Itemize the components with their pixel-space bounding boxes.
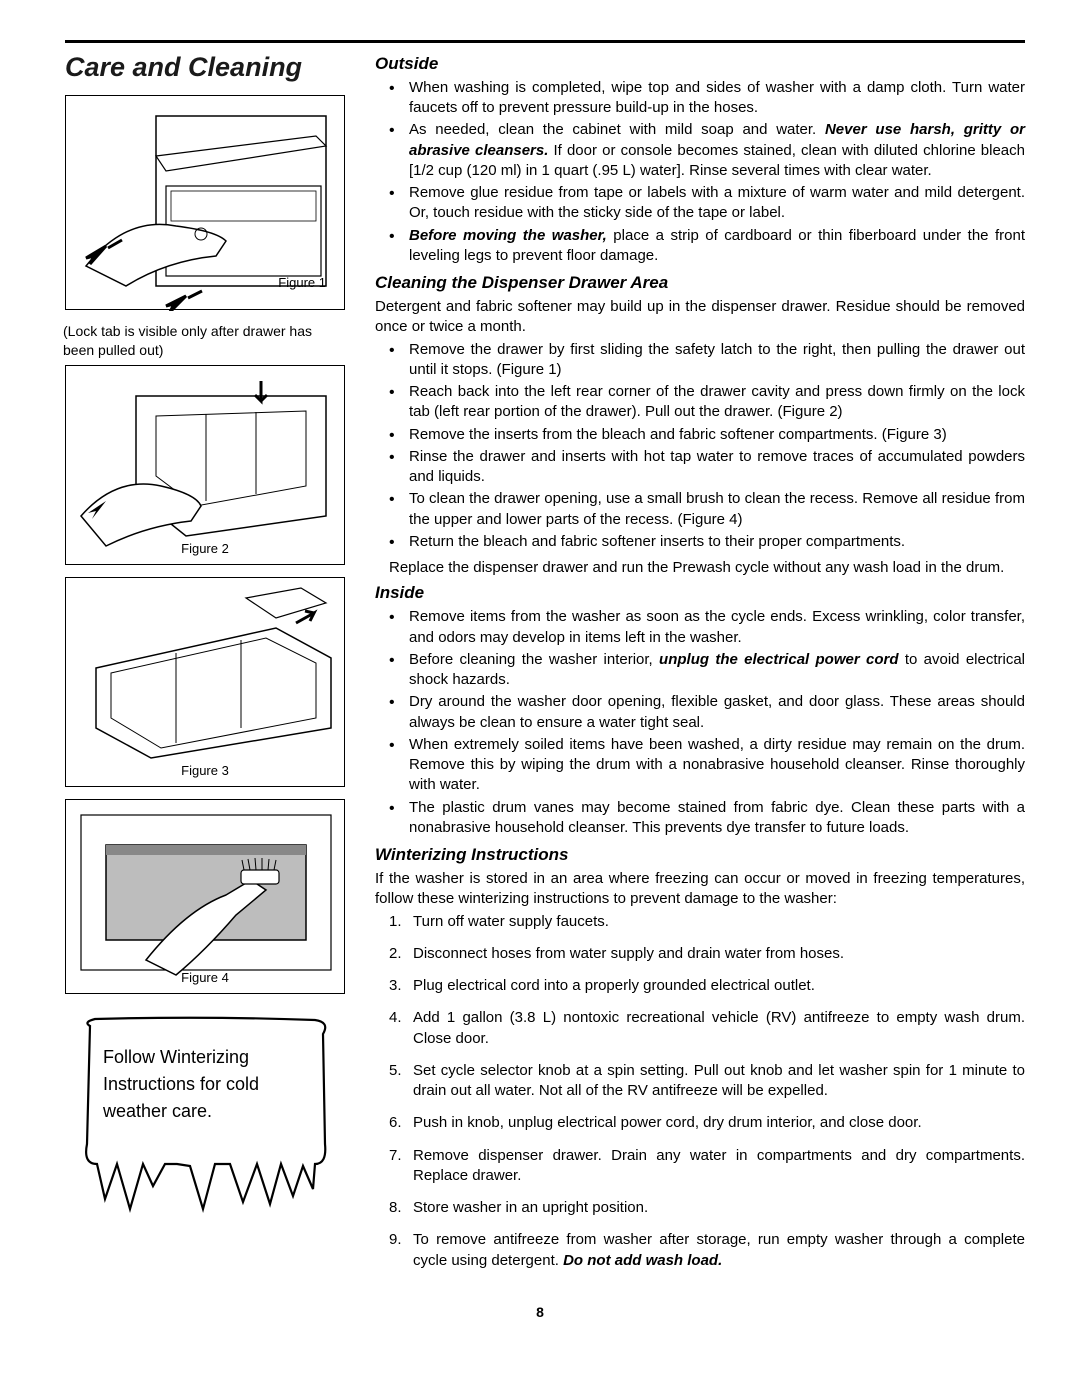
winterizing-note-box: Follow Winterizing Instructions for cold… [75,1014,335,1185]
page-number: 8 [55,1303,1025,1322]
inside-item: The plastic drum vanes may become staine… [389,798,1025,839]
figure-4-caption: Figure 4 [66,969,344,987]
figure-1-caption: Figure 1 [278,274,326,292]
inside-item: When extremely soiled items have been wa… [389,735,1025,796]
dispenser-list: Remove the drawer by first sliding the s… [375,340,1025,553]
outside-item: As needed, clean the cabinet with mild s… [389,120,1025,181]
winterizing-item: Disconnect hoses from water supply and d… [389,944,1025,964]
winterizing-item: Store washer in an upright position. [389,1198,1025,1218]
figure-1-box: Figure 1 [65,95,345,310]
dispenser-item: Reach back into the left rear corner of … [389,382,1025,423]
winterizing-item: Remove dispenser drawer. Drain any water… [389,1146,1025,1187]
dispenser-title: Cleaning the Dispenser Drawer Area [375,272,1025,295]
winterizing-note-text: Follow Winterizing Instructions for cold… [103,1044,307,1125]
dispenser-item: Return the bleach and fabric softener in… [389,532,1025,552]
inside-list: Remove items from the washer as soon as … [375,607,1025,838]
dispenser-intro: Detergent and fabric softener may build … [375,297,1025,338]
main-title: Care and Cleaning [65,49,355,85]
top-rule [65,40,1025,43]
dispenser-item: Rinse the drawer and inserts with hot ta… [389,447,1025,488]
right-column: Outside When washing is completed, wipe … [375,49,1025,1283]
figure-2-caption: Figure 2 [66,540,344,558]
dispenser-item: Remove the inserts from the bleach and f… [389,425,1025,445]
outside-title: Outside [375,53,1025,76]
figure-3-box: Figure 3 [65,577,345,787]
figure-2-box: Figure 2 [65,365,345,565]
figure-3-illustration [66,578,346,788]
dispenser-item: To clean the drawer opening, use a small… [389,489,1025,530]
inside-item: Before cleaning the washer interior, unp… [389,650,1025,691]
figure-4-illustration [66,800,346,995]
winterizing-item: Turn off water supply faucets. [389,912,1025,932]
inside-item: Dry around the washer door opening, flex… [389,692,1025,733]
winterizing-title: Winterizing Instructions [375,844,1025,867]
winterizing-item: Add 1 gallon (3.8 L) nontoxic recreation… [389,1008,1025,1049]
outside-item: When washing is completed, wipe top and … [389,78,1025,119]
inside-item: Remove items from the washer as soon as … [389,607,1025,648]
dispenser-continuation: Replace the dispenser drawer and run the… [375,558,1025,578]
winterizing-item: To remove antifreeze from washer after s… [389,1230,1025,1271]
winterizing-intro: If the washer is stored in an area where… [375,869,1025,910]
page-content: Care and Cleaning Figure 1 (Lock tab is … [55,49,1025,1283]
winterizing-item: Set cycle selector knob at a spin settin… [389,1061,1025,1102]
outside-list: When washing is completed, wipe top and … [375,78,1025,266]
lock-tab-note: (Lock tab is visible only after drawer h… [63,322,347,358]
figure-2-illustration [66,366,346,566]
winterizing-list: Turn off water supply faucets. Disconnec… [375,912,1025,1271]
dispenser-item: Remove the drawer by first sliding the s… [389,340,1025,381]
figure-4-box: Figure 4 [65,799,345,994]
left-column: Care and Cleaning Figure 1 (Lock tab is … [55,49,355,1283]
outside-item: Remove glue residue from tape or labels … [389,183,1025,224]
winterizing-item: Push in knob, unplug electrical power co… [389,1113,1025,1133]
winterizing-item: Plug electrical cord into a properly gro… [389,976,1025,996]
figure-3-caption: Figure 3 [66,762,344,780]
outside-item: Before moving the washer, place a strip … [389,226,1025,267]
inside-title: Inside [375,582,1025,605]
